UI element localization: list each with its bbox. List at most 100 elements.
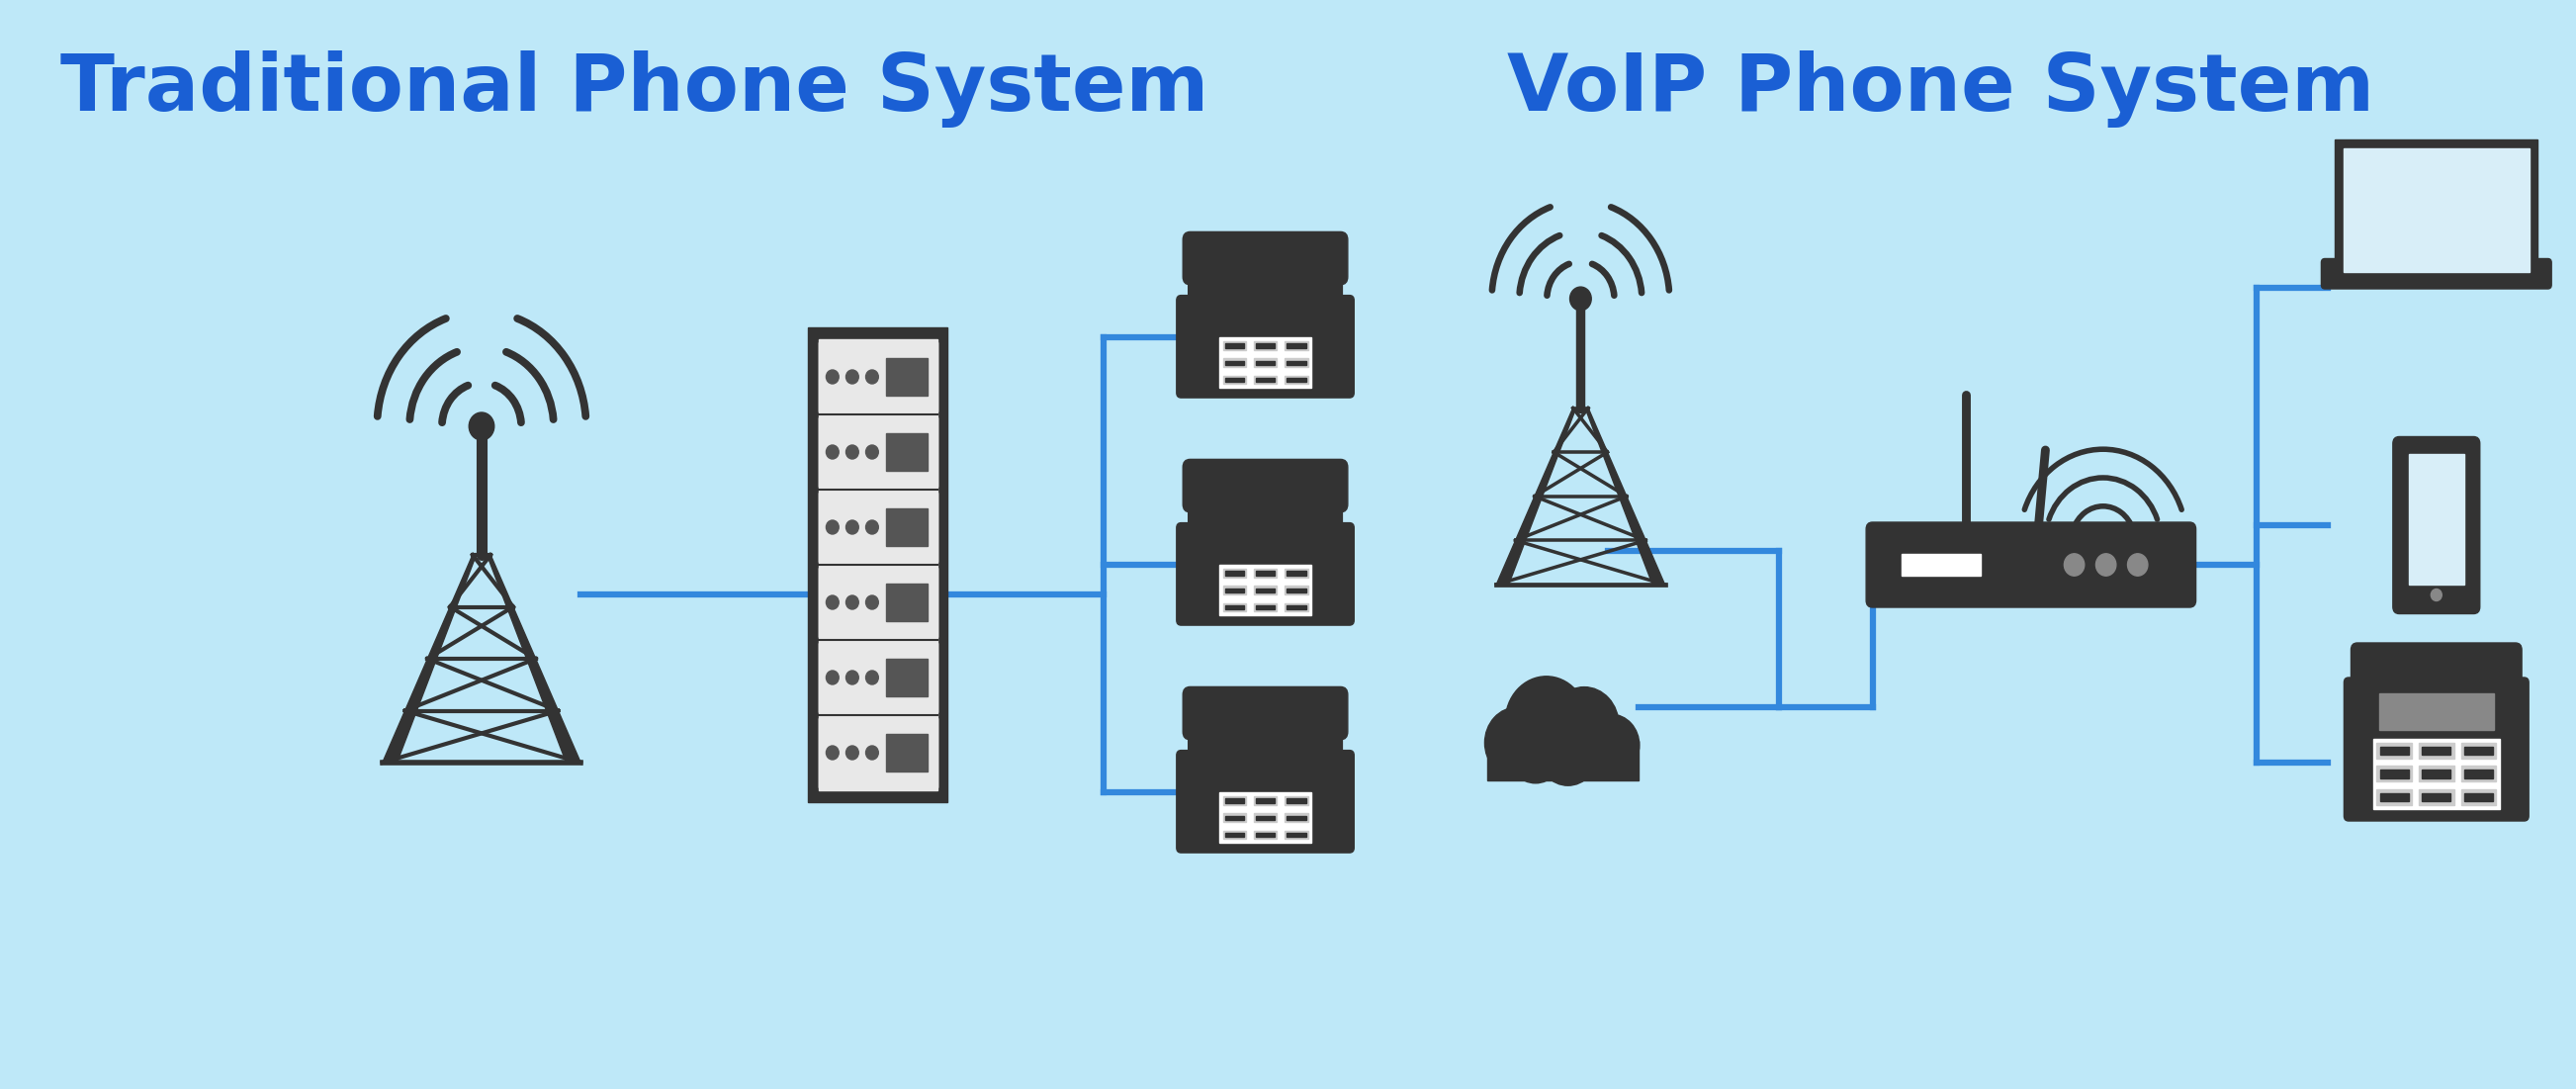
Bar (2421, 747, 2450, 755)
Bar (2460, 743, 2496, 759)
Bar (1224, 798, 1244, 803)
Circle shape (1538, 719, 1597, 785)
Bar (1255, 571, 1275, 575)
Bar (2421, 770, 2450, 778)
Bar (2460, 790, 2496, 805)
Bar (1285, 358, 1309, 367)
Polygon shape (487, 555, 580, 762)
Bar (1224, 571, 1244, 575)
Circle shape (866, 521, 878, 534)
Bar (1255, 342, 1278, 350)
Bar (1255, 813, 1278, 822)
Bar (1255, 568, 1278, 577)
Bar (2334, 139, 2537, 280)
Circle shape (827, 370, 840, 383)
Bar (1224, 376, 1247, 384)
Bar (1224, 813, 1247, 822)
Bar (2465, 793, 2494, 802)
Bar (2419, 743, 2455, 759)
Bar (1901, 554, 1981, 575)
Bar (886, 734, 927, 771)
Circle shape (845, 746, 858, 760)
Circle shape (845, 671, 858, 685)
FancyBboxPatch shape (2321, 259, 2550, 289)
FancyBboxPatch shape (2352, 643, 2522, 686)
Bar (1285, 603, 1309, 611)
Bar (1285, 376, 1309, 384)
Bar (819, 643, 938, 712)
Bar (2380, 793, 2409, 802)
Bar (1285, 831, 1309, 839)
Bar (1224, 796, 1247, 805)
Bar (886, 358, 927, 395)
Circle shape (827, 521, 840, 534)
FancyBboxPatch shape (1182, 460, 1347, 512)
Bar (1224, 358, 1247, 367)
FancyBboxPatch shape (1865, 523, 2195, 608)
Bar (1285, 813, 1309, 822)
Bar (1255, 376, 1278, 384)
Bar (1285, 342, 1309, 350)
Circle shape (827, 671, 840, 685)
Bar (1218, 565, 1311, 615)
Bar (1285, 588, 1306, 592)
Bar (2378, 766, 2411, 782)
Bar (1224, 568, 1247, 577)
Polygon shape (1584, 408, 1664, 585)
Bar (2421, 793, 2450, 802)
Circle shape (866, 370, 878, 383)
FancyBboxPatch shape (1188, 268, 1342, 309)
Text: Traditional Phone System: Traditional Phone System (59, 50, 1208, 127)
Bar (819, 492, 938, 562)
Bar (819, 718, 938, 787)
Bar (1255, 816, 1275, 820)
Polygon shape (381, 555, 477, 762)
FancyBboxPatch shape (2344, 677, 2530, 821)
Bar (1224, 832, 1244, 836)
Circle shape (866, 671, 878, 685)
Circle shape (1551, 687, 1618, 763)
Bar (819, 417, 938, 487)
Bar (886, 659, 927, 696)
Bar (1255, 360, 1275, 365)
Bar (1224, 378, 1244, 382)
Circle shape (845, 596, 858, 609)
Bar (1224, 605, 1244, 610)
Bar (2409, 454, 2465, 585)
Bar (2344, 148, 2530, 271)
Bar (1285, 360, 1306, 365)
Circle shape (866, 746, 878, 760)
Bar (1285, 816, 1306, 820)
Bar (886, 509, 927, 546)
FancyBboxPatch shape (1177, 750, 1355, 853)
Circle shape (1484, 707, 1551, 779)
Bar (1224, 342, 1247, 350)
Circle shape (1504, 676, 1587, 767)
Bar (886, 584, 927, 621)
FancyBboxPatch shape (1182, 232, 1347, 284)
Bar (819, 492, 938, 562)
Bar (1255, 605, 1275, 610)
FancyBboxPatch shape (2393, 437, 2481, 614)
Bar (1285, 605, 1306, 610)
Bar (1218, 793, 1311, 843)
Bar (1224, 344, 1244, 347)
Circle shape (2063, 553, 2084, 576)
Bar (2380, 747, 2409, 755)
FancyBboxPatch shape (1177, 295, 1355, 397)
Bar (1285, 378, 1306, 382)
Bar (1224, 360, 1244, 365)
Bar (1285, 796, 1309, 805)
Bar (2372, 739, 2499, 809)
Circle shape (827, 445, 840, 458)
Bar (2465, 770, 2494, 778)
Bar (1255, 832, 1275, 836)
Bar (2465, 747, 2494, 755)
Bar (2380, 693, 2494, 731)
Bar (1255, 344, 1275, 347)
Bar (1224, 816, 1244, 820)
FancyBboxPatch shape (1182, 687, 1347, 739)
Circle shape (469, 413, 495, 440)
Bar (2460, 766, 2496, 782)
Text: VoIP Phone System: VoIP Phone System (1507, 50, 2375, 127)
